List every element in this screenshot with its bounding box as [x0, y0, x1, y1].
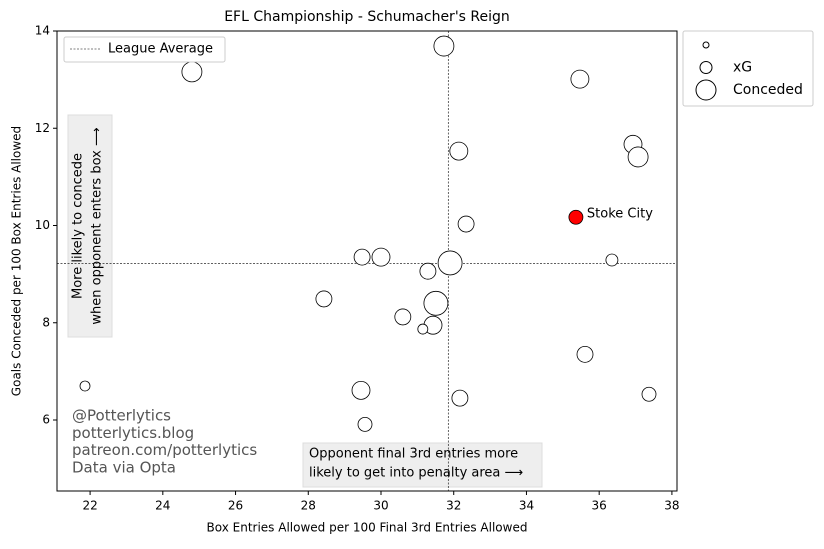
x-tick-label: 24: [155, 499, 170, 513]
plot-frame: [56, 30, 678, 492]
point: [423, 290, 449, 316]
size-legend-label: Conceded: [733, 82, 803, 98]
x-tick-label: 28: [301, 499, 316, 513]
point: [351, 380, 371, 400]
point: [357, 416, 373, 432]
x-note: likely to get into penalty area ⟶: [309, 466, 523, 481]
credit: Data via Opta: [72, 458, 176, 476]
x-axis-label: Box Entries Allowed per 100 Final 3rd En…: [207, 521, 528, 535]
size-legend-marker: [702, 41, 710, 49]
point: [419, 262, 437, 280]
point: [641, 386, 657, 402]
point: [570, 69, 590, 89]
chart-title: EFL Championship - Schumacher's Reign: [224, 9, 510, 25]
point: [433, 35, 455, 57]
y-tick-label: 14: [35, 24, 50, 38]
x-tick-label: 36: [592, 499, 607, 513]
x-tick-label: 32: [446, 499, 461, 513]
x-tick-label: 26: [228, 499, 243, 513]
point: [437, 250, 463, 276]
point-label: Stoke City: [587, 207, 653, 222]
legend-label: League Average: [108, 42, 213, 57]
size-legend-label: xG: [733, 60, 752, 76]
x-tick-label: 22: [82, 499, 97, 513]
point: [394, 308, 412, 326]
y-tick-label: 10: [35, 218, 50, 232]
point: [353, 248, 371, 266]
x-tick-label: 30: [373, 499, 388, 513]
point: [417, 323, 429, 335]
credit: potterlytics.blog: [72, 424, 194, 442]
legend-box: [63, 36, 226, 63]
point: [181, 61, 203, 83]
point: [605, 253, 619, 267]
point: [568, 209, 584, 225]
y-note: More likely to concede: [71, 153, 86, 299]
y-axis-label: Goals Conceded per 100 Box Entries Allow…: [10, 126, 24, 396]
x-tick-label: 34: [519, 499, 534, 513]
x-note-box: [302, 442, 543, 488]
point: [79, 380, 91, 392]
x-tick-label: 38: [664, 499, 679, 513]
size-legend-marker: [699, 61, 713, 74]
point: [457, 215, 475, 233]
point: [449, 141, 469, 161]
y-note-box: [67, 114, 113, 338]
y-tick-label: 8: [42, 315, 50, 329]
point: [371, 247, 391, 267]
point: [627, 146, 649, 168]
credit: patreon.com/potterlytics: [72, 441, 257, 459]
point: [451, 389, 469, 407]
point: [315, 290, 333, 308]
credit: @Potterlytics: [72, 407, 171, 425]
y-tick-label: 12: [35, 121, 50, 135]
y-tick-label: 6: [42, 413, 50, 427]
x-note: Opponent final 3rd entries more: [309, 447, 518, 462]
y-note: when opponent enters box ⟶: [90, 127, 105, 324]
point: [576, 345, 594, 363]
size-legend-marker: [695, 79, 717, 101]
